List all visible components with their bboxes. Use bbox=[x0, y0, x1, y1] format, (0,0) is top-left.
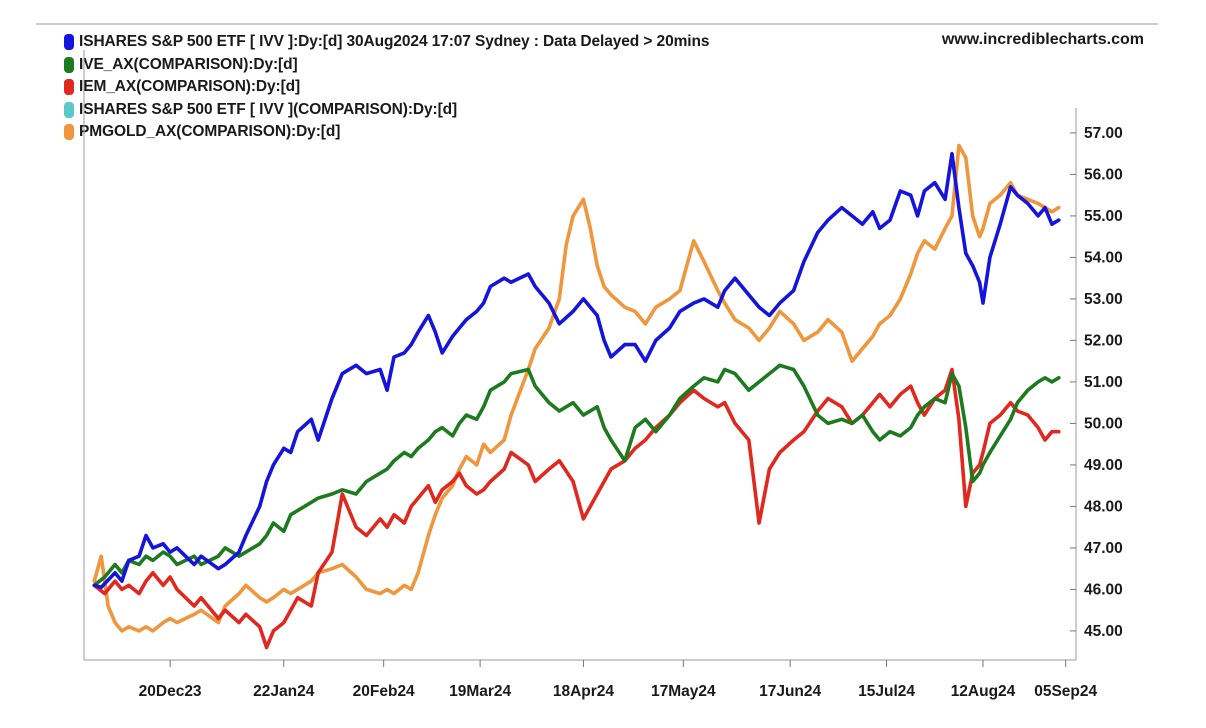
x-tick-label: 17Jun24 bbox=[759, 683, 821, 700]
chart-legend: ISHARES S&P 500 ETF [ IVV ]:Dy:[d] 30Aug… bbox=[64, 31, 709, 144]
x-tick-label: 17May24 bbox=[651, 683, 716, 700]
legend-swatch bbox=[64, 101, 74, 118]
y-tick-label: 49.00 bbox=[1084, 457, 1123, 474]
y-tick-label: 53.00 bbox=[1084, 291, 1123, 308]
legend-swatch bbox=[64, 79, 74, 96]
legend-entry: IVE_AX(COMPARISON):Dy:[d] bbox=[64, 54, 709, 77]
y-tick-label: 46.00 bbox=[1084, 581, 1123, 598]
legend-swatch bbox=[64, 34, 74, 51]
legend-label: PMGOLD_AX(COMPARISON):Dy:[d] bbox=[79, 123, 341, 141]
y-tick-label: 48.00 bbox=[1084, 498, 1123, 515]
y-tick-label: 54.00 bbox=[1084, 249, 1123, 266]
x-tick-label: 20Feb24 bbox=[353, 683, 415, 700]
legend-label: IVE_AX(COMPARISON):Dy:[d] bbox=[79, 55, 298, 73]
y-tick-label: 56.00 bbox=[1084, 166, 1123, 183]
source-credit: www.incrediblecharts.com bbox=[941, 31, 1144, 48]
legend-entry: IEM_AX(COMPARISON):Dy:[d] bbox=[64, 76, 709, 99]
legend-entry: ISHARES S&P 500 ETF [ IVV ]:Dy:[d] 30Aug… bbox=[64, 31, 709, 54]
legend-swatch bbox=[64, 124, 74, 141]
x-tick-label: 05Sep24 bbox=[1034, 683, 1097, 700]
y-tick-label: 50.00 bbox=[1084, 415, 1123, 432]
y-tick-label: 51.00 bbox=[1084, 374, 1123, 391]
y-tick-label: 52.00 bbox=[1084, 332, 1123, 349]
x-tick-label: 19Mar24 bbox=[449, 683, 511, 700]
series-line bbox=[92, 367, 1061, 650]
series-line bbox=[92, 363, 1061, 588]
legend-entry: ISHARES S&P 500 ETF [ IVV ](COMPARISON):… bbox=[64, 99, 709, 122]
x-tick-label: 12Aug24 bbox=[951, 683, 1016, 700]
legend-swatch bbox=[64, 56, 74, 73]
x-tick-label: 18Apr24 bbox=[553, 683, 615, 700]
y-tick-label: 47.00 bbox=[1084, 540, 1123, 557]
y-tick-label: 55.00 bbox=[1084, 208, 1123, 225]
legend-entry: PMGOLD_AX(COMPARISON):Dy:[d] bbox=[64, 121, 709, 144]
legend-label: ISHARES S&P 500 ETF [ IVV ]:Dy:[d] 30Aug… bbox=[79, 33, 710, 51]
legend-label: IEM_AX(COMPARISON):Dy:[d] bbox=[79, 78, 301, 96]
x-tick-label: 20Dec23 bbox=[139, 683, 202, 700]
series-line bbox=[92, 151, 1061, 590]
y-tick-label: 45.00 bbox=[1084, 623, 1123, 640]
x-tick-label: 15Jul24 bbox=[858, 683, 915, 700]
x-tick-label: 22Jan24 bbox=[253, 683, 315, 700]
series-line bbox=[92, 143, 1061, 633]
y-tick-label: 57.00 bbox=[1084, 125, 1123, 142]
legend-label: ISHARES S&P 500 ETF [ IVV ](COMPARISON):… bbox=[79, 100, 458, 118]
